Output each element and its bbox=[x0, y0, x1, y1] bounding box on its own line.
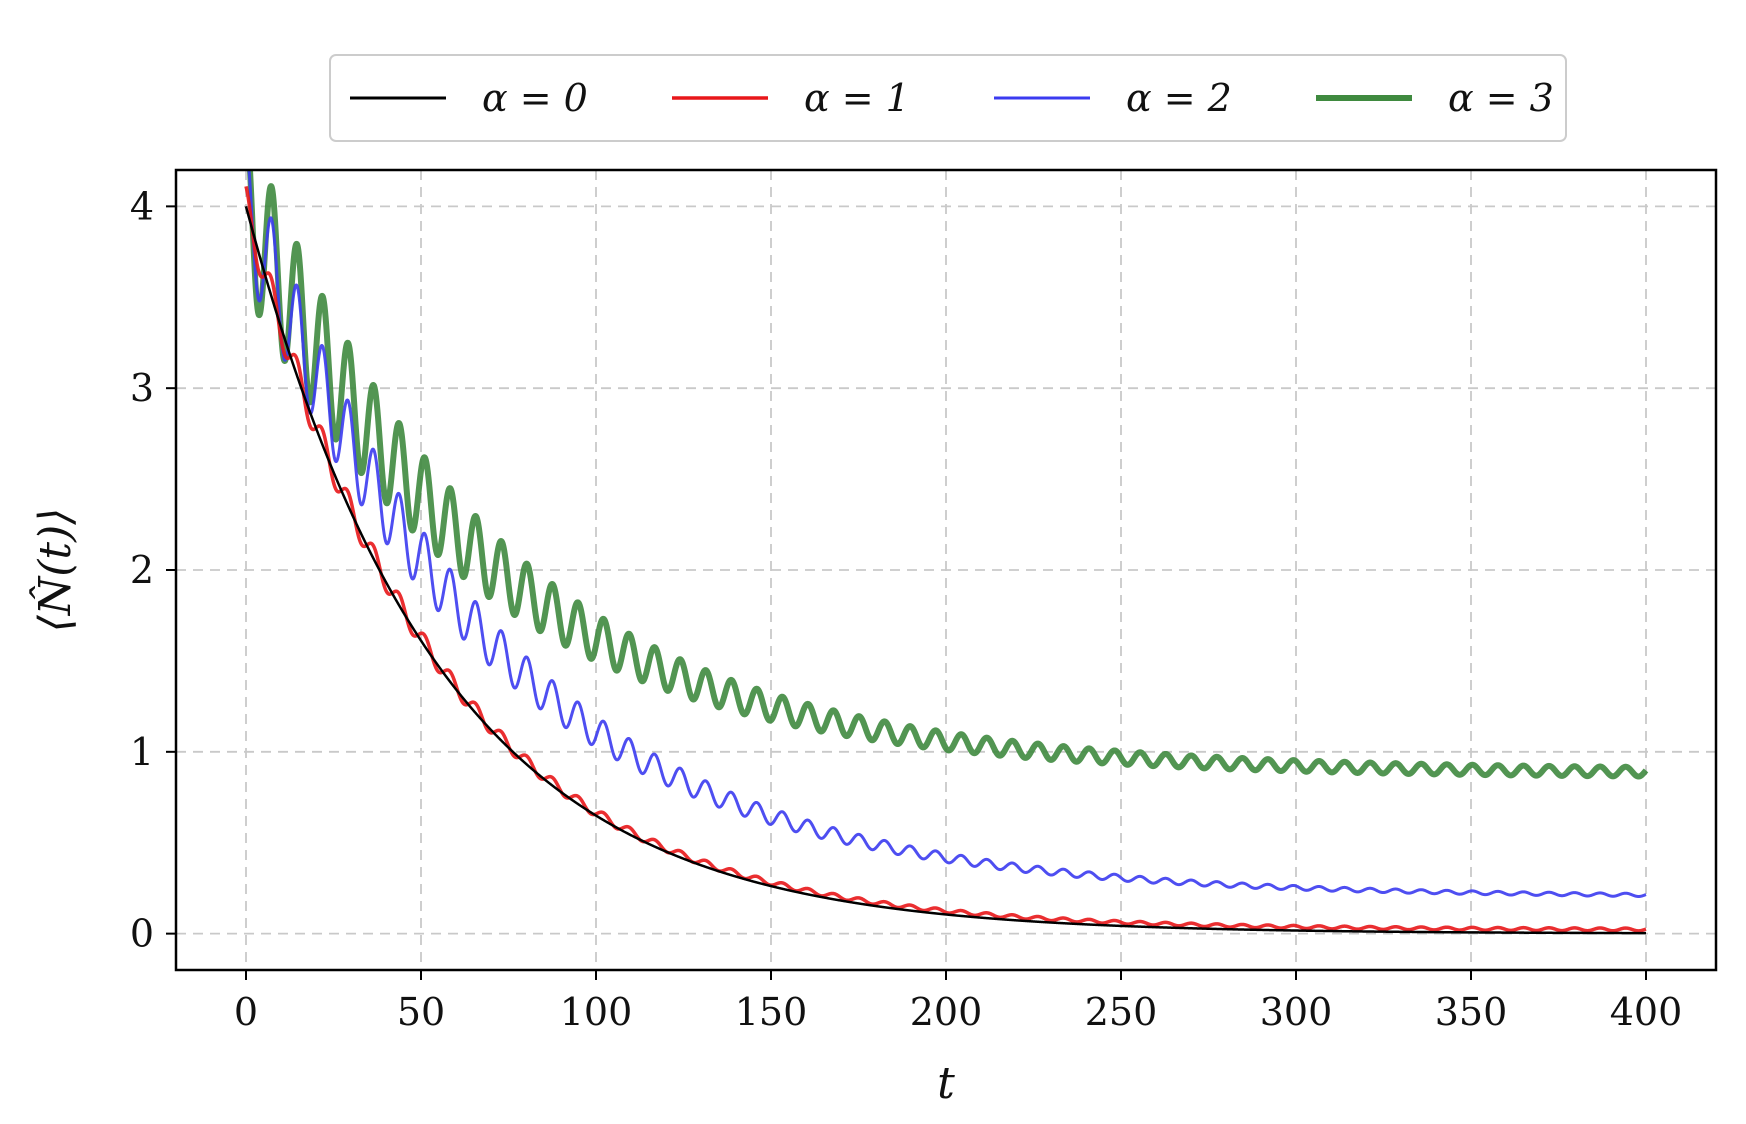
y-tick-label: 0 bbox=[130, 912, 154, 956]
legend-label-alpha-3: α = 3 bbox=[1448, 76, 1554, 120]
x-tick-label: 150 bbox=[735, 990, 808, 1034]
series-line-alpha-1 bbox=[244, 185, 1648, 933]
legend-label-alpha-1: α = 1 bbox=[804, 76, 910, 120]
legend-box bbox=[329, 54, 1567, 142]
y-tick-label: 4 bbox=[130, 184, 154, 228]
x-tick-label: 100 bbox=[560, 990, 633, 1034]
y-tick-label: 1 bbox=[130, 730, 154, 774]
legend-label-alpha-0: α = 0 bbox=[482, 76, 588, 120]
series-line-alpha-3 bbox=[247, 170, 1649, 780]
legend-entry-alpha-2: α = 2 bbox=[994, 76, 1232, 120]
x-axis-label: t bbox=[937, 1058, 955, 1109]
legend-entry-alpha-3: α = 3 bbox=[1316, 76, 1554, 120]
x-tick-label: 250 bbox=[1085, 990, 1158, 1034]
grid bbox=[176, 170, 1716, 970]
x-tick-label: 50 bbox=[397, 990, 445, 1034]
legend-label-alpha-2: α = 2 bbox=[1126, 76, 1232, 120]
x-tick-label: 350 bbox=[1435, 990, 1508, 1034]
x-tick-label: 400 bbox=[1610, 990, 1683, 1034]
series-layer bbox=[244, 170, 1649, 935]
legend-entry-alpha-1: α = 1 bbox=[672, 76, 910, 120]
x-tick-label: 300 bbox=[1260, 990, 1333, 1034]
series-line-alpha-2 bbox=[247, 170, 1648, 898]
axis-ticks: 0 50 100 150 200 250 300 350 400 0 1 2 3 4 bbox=[130, 184, 1682, 1034]
series-line-alpha-0 bbox=[244, 205, 1648, 935]
y-axis-label: ⟨N̂(t)⟩ bbox=[28, 508, 81, 633]
x-tick-label: 0 bbox=[234, 990, 258, 1034]
y-tick-label: 3 bbox=[130, 366, 154, 410]
x-tick-label: 200 bbox=[910, 990, 983, 1034]
legend: α = 0 α = 1 α = 2 α = 3 bbox=[329, 54, 1567, 142]
y-tick-label: 2 bbox=[130, 548, 154, 592]
legend-entry-alpha-0: α = 0 bbox=[350, 76, 588, 120]
